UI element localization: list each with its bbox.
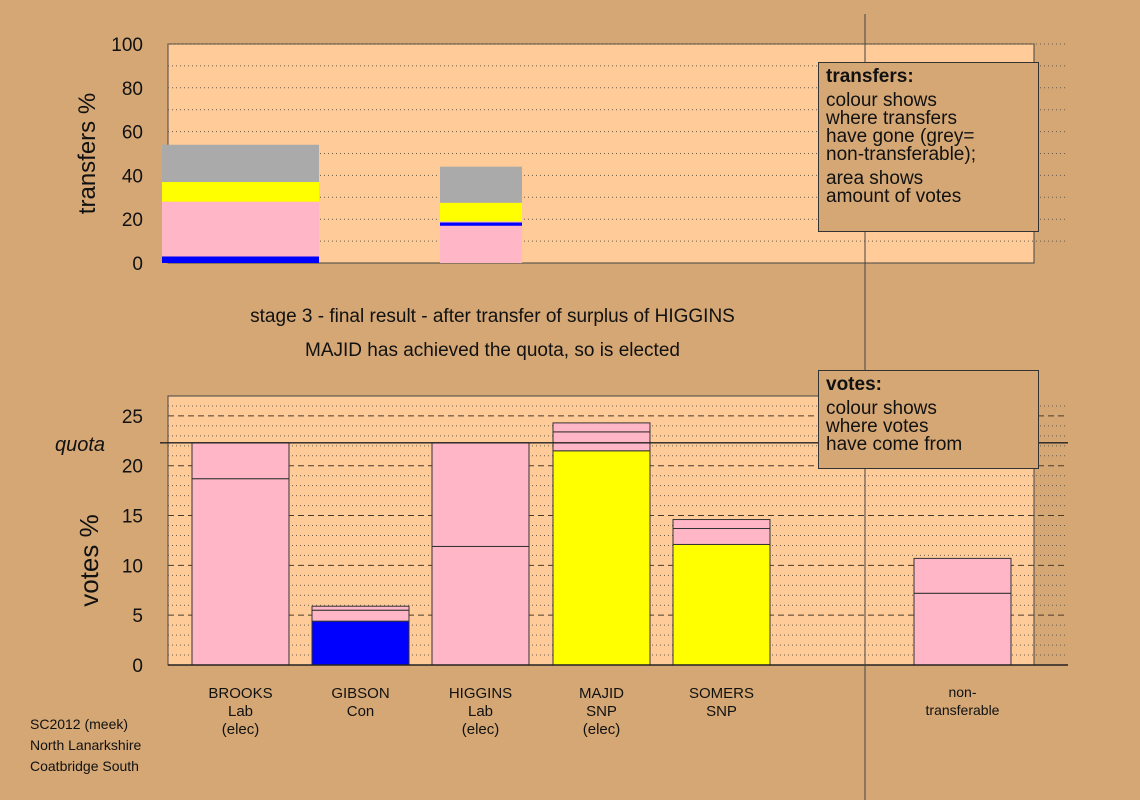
candidate-label: SNP [586, 703, 617, 720]
transfer-segment [440, 222, 522, 226]
transfers-axis-title: transfers % [74, 93, 101, 214]
transfers-tick-label: 40 [122, 166, 143, 187]
quota-caption: MAJID has achieved the quota, so is elec… [305, 340, 680, 361]
transfer-segment [440, 166, 522, 203]
transfers-legend-line: have gone (grey= [826, 126, 975, 147]
candidate-label: SOMERS [689, 685, 754, 702]
candidate-label: (elec) [462, 721, 500, 738]
transfers-tick-label: 80 [122, 79, 143, 100]
vote-segment [552, 422, 651, 433]
footer-info: SC2012 (meek) North Lanarkshire Coatbrid… [30, 714, 141, 777]
votes-legend: votes: colour shows where votes have com… [818, 370, 1039, 469]
transfers-tick-label: 60 [122, 123, 143, 144]
vote-segment [191, 442, 290, 480]
vote-segment [311, 609, 410, 622]
votes-legend-line: have come from [826, 434, 963, 455]
candidate-label: SNP [706, 703, 737, 720]
vote-segment [191, 478, 290, 666]
footer-council: North Lanarkshire [30, 737, 142, 753]
vote-segment [913, 592, 1012, 666]
transfer-segment [440, 221, 522, 223]
transfer-segment [162, 144, 319, 182]
transfer-segment [162, 181, 319, 202]
vote-segment [552, 431, 651, 452]
transfers-legend-line: non-transferable); [826, 144, 976, 165]
transfers-legend-line: area shows [826, 168, 924, 189]
votes-tick-label: 15 [122, 507, 143, 528]
transfers-tick-label: 100 [111, 35, 143, 56]
votes-legend-line: where votes [826, 416, 929, 437]
vote-segment [311, 620, 410, 666]
vote-segment [431, 545, 530, 666]
votes-tick-label: 5 [132, 606, 143, 627]
candidate-label: MAJID [579, 685, 624, 702]
vote-segment [311, 605, 410, 611]
transfers-legend: transfers: colour shows where transfers … [818, 62, 1039, 232]
candidate-label: Lab [468, 703, 493, 720]
transfer-segment [162, 201, 319, 257]
transfers-legend-line: colour shows [826, 90, 937, 111]
footer-election: SC2012 (meek) [30, 716, 129, 732]
votes-tick-label: 10 [122, 556, 143, 577]
transfers-legend-title: transfers: [826, 66, 914, 87]
candidate-label: transferable [926, 702, 1000, 718]
votes-legend-line: colour shows [826, 398, 937, 419]
vote-segment [672, 528, 771, 545]
vote-segment [672, 519, 771, 530]
transfers-tick-label: 20 [122, 210, 143, 231]
candidate-label: BROOKS [208, 685, 272, 702]
transfers-tick-label: 0 [132, 254, 143, 275]
stage-caption: stage 3 - final result - after transfer … [250, 306, 735, 327]
vote-segment [913, 557, 1012, 594]
candidate-label: (elec) [222, 721, 260, 738]
candidate-label: non- [948, 684, 976, 700]
vote-segment [552, 450, 651, 666]
candidate-label: Lab [228, 703, 253, 720]
votes-tick-label: 0 [132, 656, 143, 677]
footer-ward: Coatbridge South [30, 758, 139, 774]
transfer-segment [162, 256, 319, 263]
transfers-legend-line: where transfers [826, 108, 957, 129]
transfers-legend-line: amount of votes [826, 186, 962, 207]
transfer-segment [440, 225, 522, 263]
votes-axis-title: votes % [74, 514, 104, 607]
candidate-label: (elec) [583, 721, 621, 738]
quota-label: quota [55, 434, 105, 456]
candidate-label: Con [347, 703, 375, 720]
candidate-label: HIGGINS [449, 685, 512, 702]
vote-segment [672, 543, 771, 666]
votes-tick-label: 20 [122, 457, 143, 478]
votes-tick-label: 25 [122, 407, 143, 428]
vote-segment [431, 442, 530, 547]
transfer-segment [440, 202, 522, 222]
candidate-label: GIBSON [331, 685, 389, 702]
votes-legend-title: votes: [826, 374, 882, 395]
